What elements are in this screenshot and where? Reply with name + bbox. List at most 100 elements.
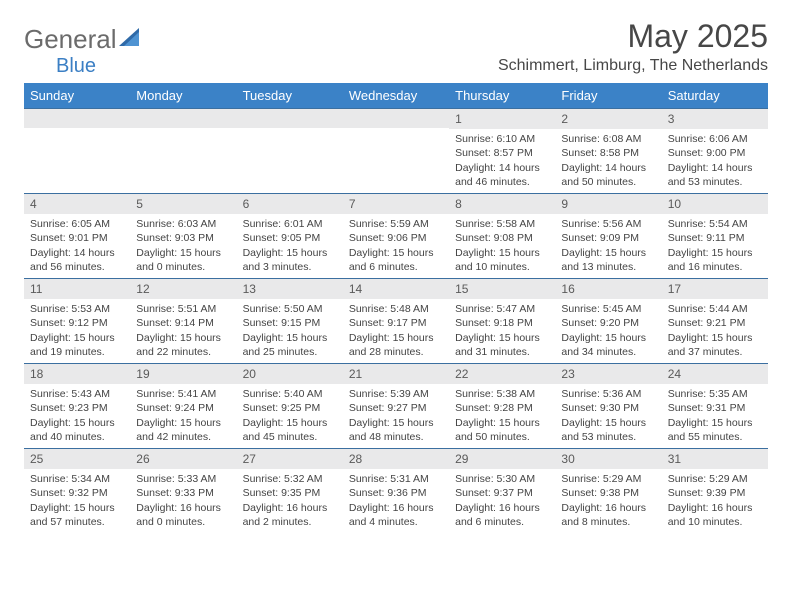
day-number: 18 bbox=[24, 364, 130, 384]
day-info-line: Daylight: 16 hours and 4 minutes. bbox=[349, 501, 443, 529]
day-body: Sunrise: 5:40 AMSunset: 9:25 PMDaylight:… bbox=[237, 384, 343, 448]
day-info-line: Daylight: 15 hours and 22 minutes. bbox=[136, 331, 230, 359]
day-body: Sunrise: 5:50 AMSunset: 9:15 PMDaylight:… bbox=[237, 299, 343, 363]
day-info-line: Sunset: 9:38 PM bbox=[561, 486, 655, 500]
weekday-thursday: Thursday bbox=[449, 83, 555, 108]
day-info-line: Sunset: 9:01 PM bbox=[30, 231, 124, 245]
day-info-line: Daylight: 15 hours and 13 minutes. bbox=[561, 246, 655, 274]
day-info-line: Sunset: 9:06 PM bbox=[349, 231, 443, 245]
day-cell: 28Sunrise: 5:31 AMSunset: 9:36 PMDayligh… bbox=[343, 449, 449, 533]
day-number: 14 bbox=[343, 279, 449, 299]
day-info-line: Sunset: 9:20 PM bbox=[561, 316, 655, 330]
day-info-line: Daylight: 15 hours and 25 minutes. bbox=[243, 331, 337, 359]
day-info-line: Daylight: 15 hours and 19 minutes. bbox=[30, 331, 124, 359]
day-info-line: Sunrise: 5:41 AM bbox=[136, 387, 230, 401]
day-body: Sunrise: 5:38 AMSunset: 9:28 PMDaylight:… bbox=[449, 384, 555, 448]
day-info-line: Daylight: 15 hours and 3 minutes. bbox=[243, 246, 337, 274]
day-info-line: Sunset: 9:33 PM bbox=[136, 486, 230, 500]
day-body: Sunrise: 6:05 AMSunset: 9:01 PMDaylight:… bbox=[24, 214, 130, 278]
day-info-line: Sunrise: 5:56 AM bbox=[561, 217, 655, 231]
day-number: 19 bbox=[130, 364, 236, 384]
week-row: 25Sunrise: 5:34 AMSunset: 9:32 PMDayligh… bbox=[24, 448, 768, 533]
day-body: Sunrise: 5:56 AMSunset: 9:09 PMDaylight:… bbox=[555, 214, 661, 278]
day-number: 1 bbox=[449, 109, 555, 129]
logo-text-blue: Blue bbox=[56, 55, 96, 78]
day-body: Sunrise: 5:45 AMSunset: 9:20 PMDaylight:… bbox=[555, 299, 661, 363]
day-cell: 3Sunrise: 6:06 AMSunset: 9:00 PMDaylight… bbox=[662, 109, 768, 193]
day-number: 17 bbox=[662, 279, 768, 299]
day-number: 15 bbox=[449, 279, 555, 299]
day-info-line: Sunrise: 5:34 AM bbox=[30, 472, 124, 486]
calendar: SundayMondayTuesdayWednesdayThursdayFrid… bbox=[24, 83, 768, 533]
day-info-line: Sunset: 9:14 PM bbox=[136, 316, 230, 330]
day-info-line: Sunrise: 5:53 AM bbox=[30, 302, 124, 316]
day-number bbox=[24, 109, 130, 128]
day-info-line: Sunset: 9:32 PM bbox=[30, 486, 124, 500]
day-info-line: Sunrise: 5:30 AM bbox=[455, 472, 549, 486]
day-info-line: Sunset: 8:57 PM bbox=[455, 146, 549, 160]
day-number: 9 bbox=[555, 194, 661, 214]
day-info-line: Daylight: 15 hours and 55 minutes. bbox=[668, 416, 762, 444]
logo-text-general: General bbox=[24, 24, 117, 55]
day-body: Sunrise: 5:44 AMSunset: 9:21 PMDaylight:… bbox=[662, 299, 768, 363]
day-info-line: Sunrise: 5:31 AM bbox=[349, 472, 443, 486]
day-number: 28 bbox=[343, 449, 449, 469]
day-info-line: Sunrise: 5:40 AM bbox=[243, 387, 337, 401]
day-info-line: Sunrise: 5:58 AM bbox=[455, 217, 549, 231]
day-info-line: Sunset: 9:37 PM bbox=[455, 486, 549, 500]
day-number bbox=[130, 109, 236, 128]
day-number: 8 bbox=[449, 194, 555, 214]
day-cell: 15Sunrise: 5:47 AMSunset: 9:18 PMDayligh… bbox=[449, 279, 555, 363]
day-cell: 13Sunrise: 5:50 AMSunset: 9:15 PMDayligh… bbox=[237, 279, 343, 363]
week-row: 4Sunrise: 6:05 AMSunset: 9:01 PMDaylight… bbox=[24, 193, 768, 278]
day-number: 21 bbox=[343, 364, 449, 384]
day-number: 12 bbox=[130, 279, 236, 299]
day-cell: 19Sunrise: 5:41 AMSunset: 9:24 PMDayligh… bbox=[130, 364, 236, 448]
day-info-line: Sunrise: 5:44 AM bbox=[668, 302, 762, 316]
day-info-line: Sunset: 9:17 PM bbox=[349, 316, 443, 330]
day-body: Sunrise: 5:58 AMSunset: 9:08 PMDaylight:… bbox=[449, 214, 555, 278]
day-body: Sunrise: 5:34 AMSunset: 9:32 PMDaylight:… bbox=[24, 469, 130, 533]
day-info-line: Sunset: 8:58 PM bbox=[561, 146, 655, 160]
day-number: 20 bbox=[237, 364, 343, 384]
day-number: 11 bbox=[24, 279, 130, 299]
day-info-line: Sunrise: 5:54 AM bbox=[668, 217, 762, 231]
day-info-line: Sunrise: 5:39 AM bbox=[349, 387, 443, 401]
day-body: Sunrise: 6:10 AMSunset: 8:57 PMDaylight:… bbox=[449, 129, 555, 193]
day-number: 13 bbox=[237, 279, 343, 299]
day-number: 31 bbox=[662, 449, 768, 469]
day-cell: 22Sunrise: 5:38 AMSunset: 9:28 PMDayligh… bbox=[449, 364, 555, 448]
day-body: Sunrise: 5:59 AMSunset: 9:06 PMDaylight:… bbox=[343, 214, 449, 278]
day-body: Sunrise: 6:03 AMSunset: 9:03 PMDaylight:… bbox=[130, 214, 236, 278]
day-info-line: Sunset: 9:09 PM bbox=[561, 231, 655, 245]
day-cell: 14Sunrise: 5:48 AMSunset: 9:17 PMDayligh… bbox=[343, 279, 449, 363]
day-cell: 1Sunrise: 6:10 AMSunset: 8:57 PMDaylight… bbox=[449, 109, 555, 193]
day-info-line: Sunrise: 5:48 AM bbox=[349, 302, 443, 316]
day-info-line: Sunrise: 5:29 AM bbox=[561, 472, 655, 486]
day-body: Sunrise: 5:29 AMSunset: 9:38 PMDaylight:… bbox=[555, 469, 661, 533]
day-cell: 17Sunrise: 5:44 AMSunset: 9:21 PMDayligh… bbox=[662, 279, 768, 363]
day-info-line: Daylight: 15 hours and 34 minutes. bbox=[561, 331, 655, 359]
day-cell bbox=[24, 109, 130, 193]
day-number: 25 bbox=[24, 449, 130, 469]
week-row: 1Sunrise: 6:10 AMSunset: 8:57 PMDaylight… bbox=[24, 108, 768, 193]
day-info-line: Sunset: 9:11 PM bbox=[668, 231, 762, 245]
day-info-line: Sunrise: 6:03 AM bbox=[136, 217, 230, 231]
day-info-line: Sunset: 9:24 PM bbox=[136, 401, 230, 415]
day-cell: 5Sunrise: 6:03 AMSunset: 9:03 PMDaylight… bbox=[130, 194, 236, 278]
day-body: Sunrise: 5:33 AMSunset: 9:33 PMDaylight:… bbox=[130, 469, 236, 533]
day-info-line: Sunset: 9:35 PM bbox=[243, 486, 337, 500]
weekday-sunday: Sunday bbox=[24, 83, 130, 108]
day-cell: 12Sunrise: 5:51 AMSunset: 9:14 PMDayligh… bbox=[130, 279, 236, 363]
day-cell: 11Sunrise: 5:53 AMSunset: 9:12 PMDayligh… bbox=[24, 279, 130, 363]
day-info-line: Sunrise: 6:06 AM bbox=[668, 132, 762, 146]
day-info-line: Daylight: 15 hours and 37 minutes. bbox=[668, 331, 762, 359]
day-cell: 24Sunrise: 5:35 AMSunset: 9:31 PMDayligh… bbox=[662, 364, 768, 448]
day-info-line: Sunrise: 5:35 AM bbox=[668, 387, 762, 401]
day-info-line: Sunrise: 6:10 AM bbox=[455, 132, 549, 146]
day-info-line: Sunset: 9:03 PM bbox=[136, 231, 230, 245]
day-info-line: Sunset: 9:08 PM bbox=[455, 231, 549, 245]
day-body: Sunrise: 5:30 AMSunset: 9:37 PMDaylight:… bbox=[449, 469, 555, 533]
day-info-line: Sunrise: 6:05 AM bbox=[30, 217, 124, 231]
day-info-line: Daylight: 15 hours and 16 minutes. bbox=[668, 246, 762, 274]
